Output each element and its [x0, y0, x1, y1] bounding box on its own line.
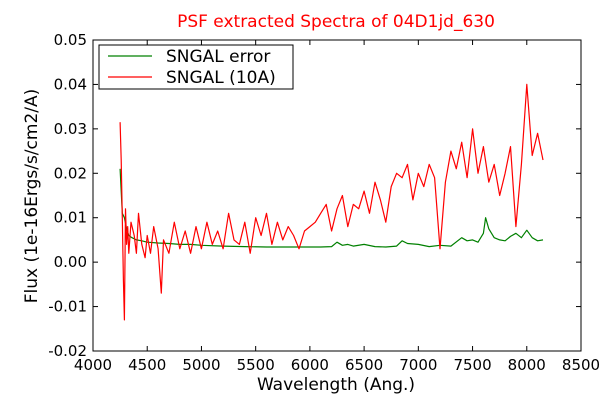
y-axis: -0.02 -0.01 0.00 0.01 0.02 0.03 0.04 0.05 [48, 31, 581, 360]
x-tick-label: 6000 [291, 356, 329, 374]
y-tick-label: 0.02 [54, 164, 87, 182]
y-axis-label: Flux (1e-16Ergs/s/cm2/A) [22, 89, 42, 304]
series-line-sngal-10a [119, 83, 544, 321]
y-tick-label: 0.04 [54, 75, 87, 93]
y-tick-label: -0.02 [48, 342, 87, 360]
plot-frame [92, 39, 582, 352]
x-tick-label: 8500 [562, 356, 600, 374]
y-tick-label: 0.01 [54, 209, 87, 227]
x-tick-label: 7000 [399, 356, 437, 374]
x-tick-label: 8000 [508, 356, 546, 374]
series-line-sngal-error [119, 168, 544, 248]
x-tick-label: 7500 [453, 356, 491, 374]
y-tick-label: -0.01 [48, 298, 87, 316]
y-tick-label: 0.05 [54, 31, 87, 49]
legend-label-sngal-10a: SNGAL (10A) [166, 68, 276, 88]
x-axis-label: Wavelength (Ang.) [257, 375, 415, 395]
chart-title: PSF extracted Spectra of 04D1jd_630 [177, 12, 495, 32]
legend-box [98, 44, 294, 90]
y-tick-label: 0.00 [54, 253, 87, 271]
x-tick-label: 4000 [74, 356, 112, 374]
legend: SNGAL error SNGAL (10A) [98, 44, 294, 90]
x-tick-label: 4500 [128, 356, 166, 374]
y-tick-label: 0.03 [54, 120, 87, 138]
x-axis: 4000 4500 5000 5500 6000 6500 7000 7500 8000 8500 [74, 40, 600, 374]
x-tick-label: 5000 [182, 356, 220, 374]
legend-label-sngal-error: SNGAL error [166, 47, 270, 67]
x-tick-label: 6500 [345, 356, 383, 374]
plot-area [119, 83, 544, 321]
x-tick-label: 5500 [237, 356, 275, 374]
